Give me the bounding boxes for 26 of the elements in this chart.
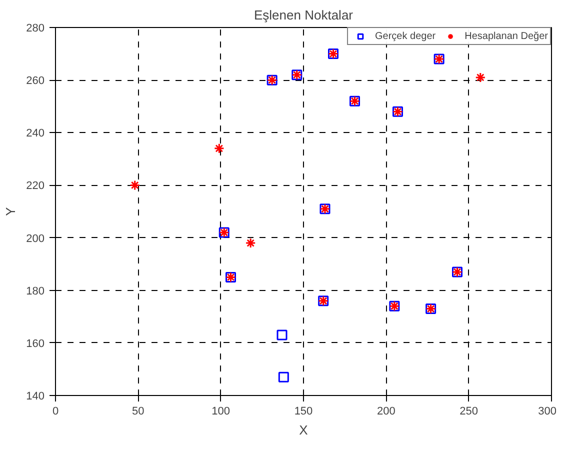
y-tick-label: 260	[26, 75, 45, 88]
y-tick-label: 200	[26, 232, 45, 245]
point	[130, 180, 140, 190]
y-tick-label: 180	[26, 285, 45, 298]
y-tick-label: 240	[26, 128, 45, 140]
point	[214, 143, 224, 154]
x-tick-label: 200	[376, 406, 396, 418]
x-tick-label: 250	[460, 406, 478, 418]
point	[276, 330, 288, 340]
chart-title: Eşlenen Noktalar	[254, 8, 354, 22]
point	[278, 372, 289, 382]
x-tick-label: 100	[212, 406, 230, 418]
x-tick-label: 50	[132, 406, 144, 418]
point	[475, 72, 486, 83]
x-tick-label: 300	[538, 406, 557, 418]
y-tick-label: 280	[26, 22, 45, 34]
y-tick-label: 220	[26, 180, 45, 192]
point	[245, 238, 256, 248]
y-axis-title: Y	[3, 206, 18, 216]
y-tick-label: 140	[26, 390, 45, 402]
legend-label: Hesaplanan Değer	[464, 30, 548, 42]
x-axis-title: X	[299, 422, 308, 438]
x-tick-label: 0	[52, 406, 59, 418]
y-tick-label: 160	[26, 338, 45, 350]
legend-label: Gerçek deger	[375, 30, 436, 42]
x-tick-label: 150	[294, 406, 313, 418]
